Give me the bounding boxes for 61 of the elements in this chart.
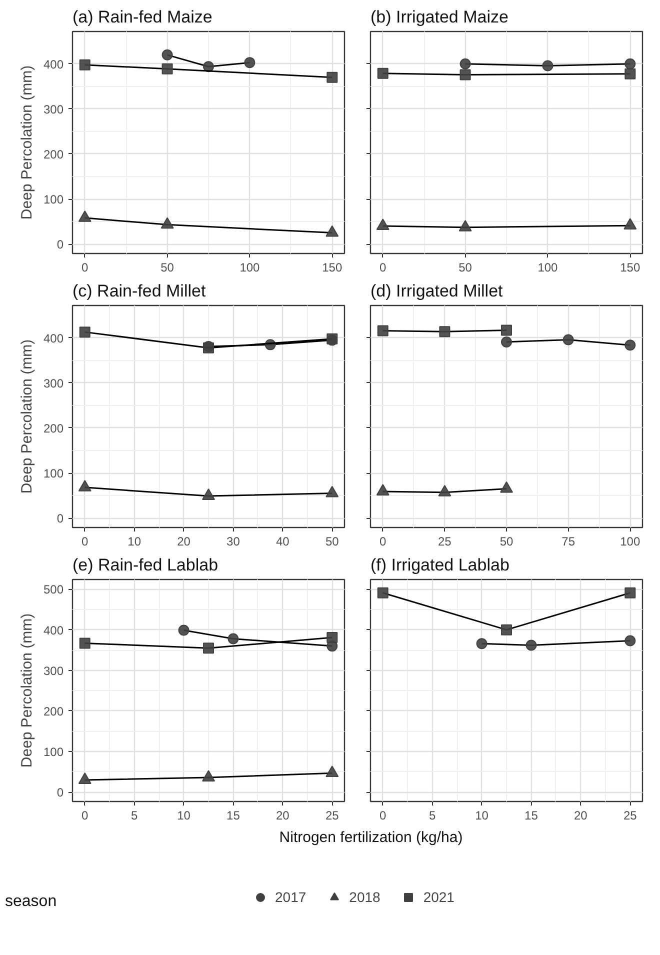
y-tick-label: 100 [43, 466, 64, 481]
y-tick-label: 300 [43, 664, 64, 678]
x-tick-label: 0 [380, 534, 387, 548]
x-tick-label: 10 [128, 534, 142, 548]
x-tick-label: 0 [82, 260, 89, 274]
y-tick-label: 400 [43, 331, 64, 346]
x-tick-label: 150 [620, 260, 640, 274]
y-axis-title: Deep Percolation (mm) [18, 613, 36, 768]
x-tick-label: 20 [177, 534, 191, 548]
x-tick-label: 40 [276, 534, 290, 548]
y-tick-label: 0 [56, 238, 64, 252]
x-tick-label: 5 [130, 808, 138, 822]
y-tick-label: 200 [43, 704, 64, 718]
x-tick-label: 10 [475, 808, 489, 822]
x-tick-label: 100 [538, 260, 558, 274]
x-tick-label: 100 [240, 260, 260, 274]
y-tick-label: 100 [43, 192, 64, 207]
chart-title: (a) Rain-fed Maize [72, 8, 212, 26]
x-tick-label: 0 [82, 808, 89, 822]
y-tick-label: 200 [43, 147, 64, 162]
x-axis-title: Nitrogen fertilization (kg/ha) [278, 828, 464, 848]
legend-label: 2021 [423, 889, 454, 905]
y-tick-label: 300 [43, 376, 64, 390]
x-tick-label: 150 [322, 260, 342, 274]
chart-title: (d) Irrigated Millet [370, 282, 504, 300]
chart-title: (e) Rain-fed Lablab [72, 556, 218, 574]
y-tick-label: 400 [43, 57, 64, 72]
x-tick-label: 20 [574, 808, 588, 822]
y-tick-label: 200 [43, 421, 64, 436]
y-tick-label: 300 [43, 102, 64, 116]
x-tick-label: 20 [276, 808, 290, 822]
x-tick-label: 50 [500, 534, 514, 548]
y-tick-label: 400 [43, 623, 64, 638]
x-tick-label: 0 [82, 534, 89, 548]
x-tick-label: 15 [524, 808, 538, 822]
x-tick-label: 30 [226, 534, 240, 548]
y-tick-label: 500 [43, 582, 64, 597]
x-tick-label: 75 [562, 534, 576, 548]
legend-label: 2017 [275, 889, 306, 905]
x-tick-label: 50 [160, 260, 174, 274]
x-tick-label: 25 [325, 808, 340, 822]
x-tick-label: 10 [177, 808, 191, 822]
x-tick-label: 25 [438, 534, 452, 548]
y-tick-label: 0 [56, 512, 64, 526]
x-tick-label: 0 [380, 808, 387, 822]
legend-title: season [5, 892, 57, 912]
chart-title: (c) Rain-fed Millet [72, 282, 206, 300]
x-tick-label: 50 [458, 260, 472, 274]
x-tick-label: 0 [380, 260, 387, 274]
y-tick-label: 100 [43, 745, 64, 760]
y-axis-title: Deep Percolation (mm) [18, 339, 36, 494]
y-tick-label: 0 [56, 786, 64, 800]
x-tick-label: 25 [623, 808, 638, 822]
x-tick-label: 5 [428, 808, 436, 822]
legend-label: 2018 [349, 889, 380, 905]
chart-title: (f) Irrigated Lablab [370, 556, 510, 574]
chart-title: (b) Irrigated Maize [370, 8, 508, 26]
x-tick-label: 50 [325, 534, 340, 548]
y-axis-title: Deep Percolation (mm) [18, 65, 36, 220]
x-tick-label: 15 [226, 808, 240, 822]
x-tick-label: 100 [620, 534, 640, 548]
